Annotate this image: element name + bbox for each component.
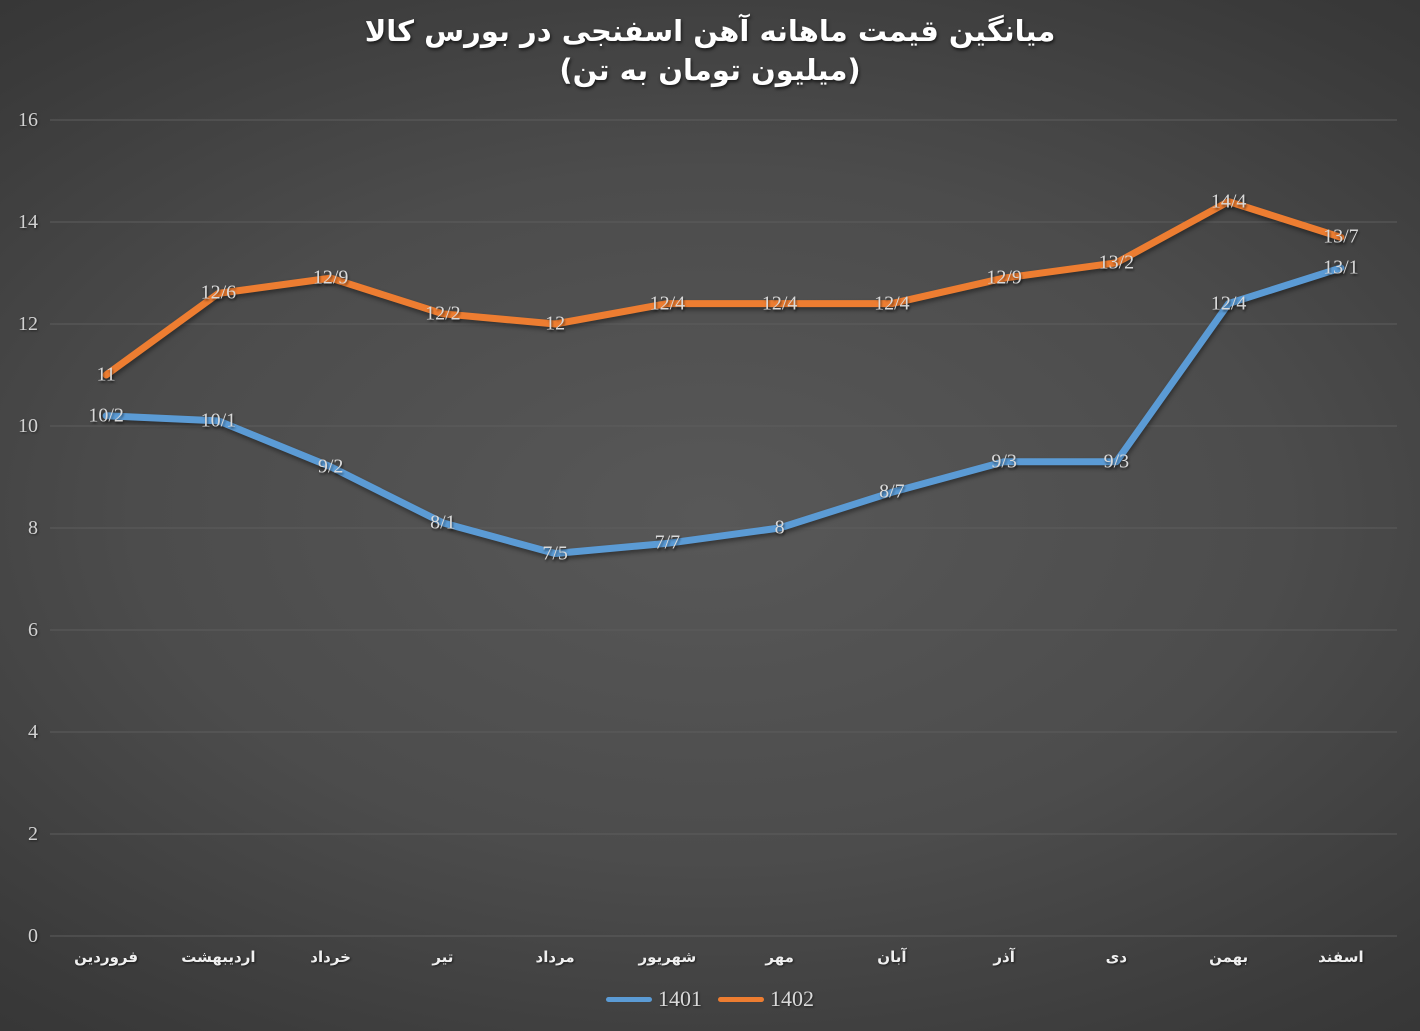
x-category-label: مهر — [765, 948, 794, 966]
legend-label: 1401 — [658, 986, 702, 1011]
data-label-1401: 10/2 — [88, 404, 124, 427]
y-tick-label: 6 — [28, 619, 38, 641]
data-label-1402: 12/4 — [649, 292, 686, 315]
data-label-1402: 12/4 — [874, 292, 910, 315]
x-category-label: بهمن — [1209, 948, 1249, 966]
legend: 1401 1402 — [606, 986, 814, 1012]
x-category-label: تیر — [432, 948, 454, 966]
data-label-1401: 7/5 — [542, 542, 568, 564]
data-label-1402: 12/4 — [761, 292, 798, 315]
x-category-label: شهریور — [638, 948, 697, 966]
x-category-label: خرداد — [310, 948, 351, 966]
series-line-1402 — [102, 198, 1345, 379]
y-tick-label: 14 — [18, 211, 38, 233]
y-tick-label: 8 — [28, 517, 38, 539]
data-label-1402: 12 — [545, 312, 566, 335]
x-category-label: آذر — [993, 948, 1015, 966]
data-label-1402: 13/7 — [1323, 225, 1359, 248]
data-label-1402: 14/4 — [1210, 190, 1247, 213]
data-label-1401: 13/1 — [1323, 256, 1359, 279]
data-label-1401: 12/4 — [1210, 292, 1247, 315]
y-tick-label: 10 — [18, 415, 38, 437]
legend-item-1401: 1401 — [606, 986, 702, 1012]
y-tick-label: 0 — [28, 925, 38, 947]
legend-swatch-1401 — [606, 996, 652, 1002]
x-category-label: اسفند — [1318, 948, 1364, 966]
chart-title-line2: (میلیون تومان به تن) — [559, 53, 861, 87]
data-label-1401: 9/2 — [317, 455, 344, 478]
chart-title: میانگین قیمت ماهانه آهن اسفنجی در بورس ک… — [0, 12, 1420, 90]
data-label-1401: 7/7 — [654, 531, 681, 554]
data-label-1402: 12/9 — [986, 266, 1022, 289]
data-label-1401: 10/1 — [200, 409, 237, 432]
data-label-1401: 8/1 — [430, 511, 456, 534]
data-label-1402: 11 — [96, 363, 116, 386]
legend-swatch-1402 — [718, 996, 764, 1002]
legend-label: 1402 — [770, 986, 814, 1011]
x-category-label: مرداد — [535, 948, 575, 966]
data-label-1401: 9/3 — [1103, 450, 1130, 473]
chart-title-line1: میانگین قیمت ماهانه آهن اسفنجی در بورس ک… — [364, 14, 1056, 48]
legend-item-1402: 1402 — [718, 986, 814, 1012]
x-category-label: فروردین — [74, 948, 139, 966]
x-category-label: اردیبهشت — [181, 948, 256, 966]
data-label-1401: 9/3 — [991, 450, 1017, 473]
series-line-1401 — [102, 264, 1345, 557]
data-label-1402: 13/2 — [1098, 251, 1135, 274]
y-tick-label: 12 — [18, 313, 38, 335]
data-label-1401: 8/7 — [879, 480, 905, 503]
y-tick-label: 4 — [28, 721, 38, 743]
data-label-1401: 8 — [774, 516, 785, 539]
data-label-1402: 12/2 — [425, 302, 461, 325]
x-category-label: دی — [1105, 948, 1128, 966]
data-label-1402: 12/9 — [312, 266, 349, 289]
x-category-label: آبان — [877, 948, 907, 966]
y-tick-label: 2 — [28, 823, 38, 845]
y-tick-label: 16 — [18, 109, 38, 131]
data-label-1402: 12/6 — [200, 281, 237, 304]
